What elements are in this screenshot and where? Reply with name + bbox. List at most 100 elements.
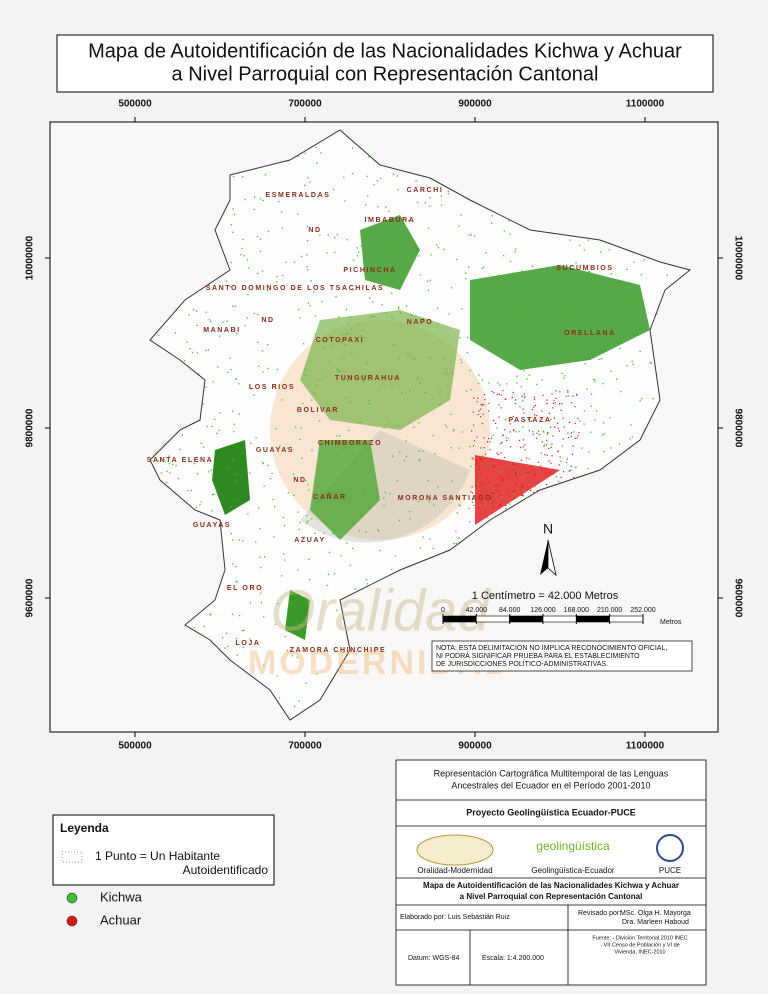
kichwa-dot [497, 295, 499, 297]
kichwa-dot [311, 449, 313, 451]
y-coord-label: 9600000 [732, 579, 743, 618]
achuar-dot [542, 394, 544, 396]
kichwa-dot [300, 624, 303, 626]
kichwa-dot [523, 491, 525, 493]
kichwa-dot [235, 565, 237, 568]
kichwa-dot [520, 386, 523, 388]
achuar-dot [507, 468, 509, 470]
kichwa-dot [453, 428, 455, 431]
kichwa-dot [236, 581, 238, 583]
achuar-dot [482, 403, 484, 406]
kichwa-dot [193, 626, 196, 629]
region-label: ND [293, 477, 306, 484]
kichwa-dot [266, 285, 269, 287]
kichwa-dot [588, 271, 590, 273]
kichwa-dot [452, 430, 455, 432]
achuar-dot [501, 500, 503, 502]
kichwa-dot [349, 316, 351, 318]
kichwa-dot [383, 427, 385, 429]
achuar-dot [555, 397, 557, 399]
kichwa-dot [411, 357, 413, 359]
legend-box [52, 814, 275, 886]
kichwa-dot [196, 352, 199, 354]
scale-label: 84.000 [499, 607, 521, 614]
kichwa-dot [452, 372, 454, 374]
kichwa-dot [336, 609, 338, 612]
achuar-dot [501, 480, 503, 482]
kichwa-dot [643, 259, 645, 261]
kichwa-dot [458, 447, 460, 449]
kichwa-dot [621, 289, 624, 291]
kichwa-dot [615, 325, 618, 327]
kichwa-dot [522, 369, 525, 372]
achuar-dot [490, 497, 492, 499]
kichwa-dot [458, 537, 460, 539]
kichwa-dot [377, 206, 379, 208]
legend-label: Achuar [100, 912, 142, 927]
kichwa-dot [307, 520, 309, 522]
achuar-dot [560, 409, 562, 411]
kichwa-dot [496, 427, 498, 429]
achuar-dot [552, 435, 554, 437]
kichwa-dot [347, 429, 350, 432]
kichwa-dot [506, 383, 508, 385]
kichwa-dot [234, 305, 237, 307]
kichwa-dot [378, 530, 380, 532]
kichwa-dot [594, 380, 596, 383]
kichwa-dot [405, 305, 408, 307]
kichwa-dot [243, 629, 245, 632]
kichwa-dot [469, 521, 471, 523]
kichwa-dot [427, 289, 430, 291]
kichwa-dot [396, 175, 398, 177]
kichwa-dot [349, 402, 351, 404]
kichwa-area [285, 590, 310, 640]
kichwa-dot [243, 255, 245, 257]
achuar-dot [522, 485, 524, 488]
achuar-dot [536, 415, 538, 417]
kichwa-dot [229, 357, 231, 359]
kichwa-dot [497, 470, 499, 472]
kichwa-dot [192, 308, 195, 311]
kichwa-dot [359, 421, 361, 423]
kichwa-area [310, 440, 380, 540]
achuar-dot [577, 417, 579, 420]
region-label: EL ORO [227, 585, 263, 592]
kichwa-dot [505, 498, 507, 501]
kichwa-dot [330, 504, 332, 506]
kichwa-dot [191, 351, 194, 354]
kichwa-dot [437, 247, 440, 249]
achuar-dot [483, 437, 485, 439]
kichwa-dot [488, 382, 490, 384]
kichwa-dot [450, 413, 452, 415]
kichwa-dot [234, 499, 236, 501]
kichwa-dot [591, 272, 593, 275]
kichwa-dot [286, 630, 288, 632]
kichwa-dot [320, 440, 322, 443]
achuar-dot [472, 424, 475, 426]
achuar-dot [493, 392, 495, 394]
kichwa-dot [340, 555, 342, 557]
kichwa-dot [210, 320, 212, 323]
kichwa-dot [347, 322, 350, 325]
kichwa-dot [391, 569, 393, 571]
kichwa-dot [360, 245, 363, 247]
source: - VII Censo de Población y VI de [600, 942, 680, 948]
kichwa-dot [407, 351, 409, 354]
kichwa-dot [399, 451, 401, 453]
scale-segment [509, 615, 544, 623]
kichwa-dot [543, 445, 545, 448]
achuar-dot [550, 426, 552, 428]
achuar-dot [562, 438, 564, 440]
kichwa-dot [276, 281, 278, 283]
note: NI PODRÁ SIGNIFICAR PRUEBA PARA EL ESTAB… [436, 651, 640, 660]
achuar-dot [484, 398, 486, 401]
kichwa-dot [306, 254, 308, 256]
kichwa-dot [236, 332, 238, 335]
kichwa-dot [584, 363, 586, 365]
kichwa-dot [232, 459, 235, 461]
kichwa-dot [428, 227, 430, 229]
achuar-dot [538, 430, 540, 432]
achuar-dot [495, 422, 497, 424]
kichwa-dot [335, 650, 337, 653]
